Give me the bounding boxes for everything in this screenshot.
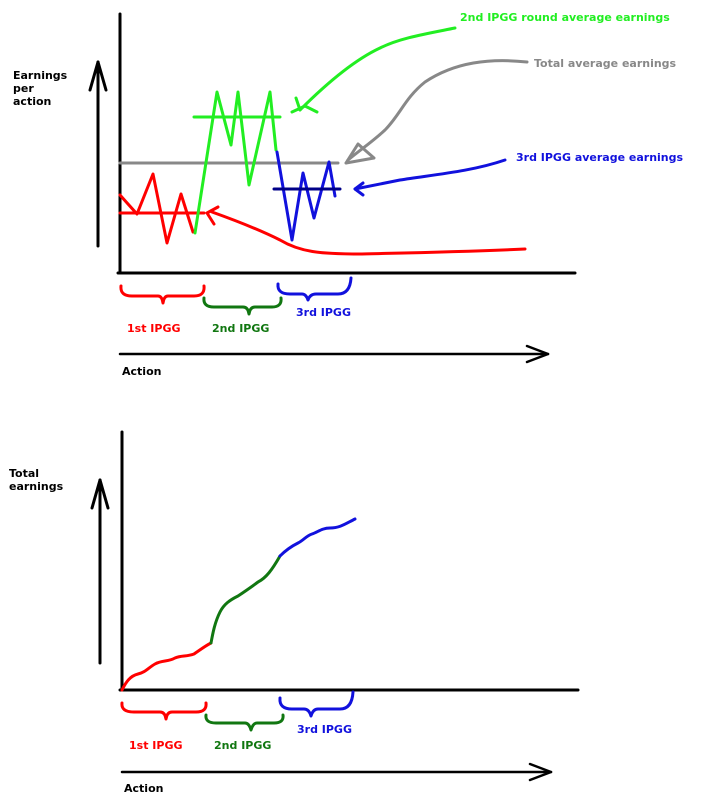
round2-average-annotation-arrow (290, 26, 457, 114)
bottom-x-axis-label: Action (124, 782, 164, 795)
bottom-phase3-label: 3rd IPGG (297, 723, 352, 736)
round3-earnings-line (275, 150, 337, 242)
bottom-phase2-label: 2nd IPGG (214, 739, 272, 752)
bottom-phase3-brace (278, 690, 355, 718)
top-y-axis-label-line: action (13, 95, 52, 108)
bottom-y-axis-label-line: earnings (9, 480, 64, 493)
phase3-brace (276, 276, 353, 302)
round2-average-annotation: 2nd IPGG round average earnings (460, 11, 670, 24)
top-y-axis-label: Earnings per action (13, 69, 83, 108)
round3-average-annotation-arrow (353, 158, 507, 197)
top-phase2-label: 2nd IPGG (212, 322, 270, 335)
bottom-x-arrow (120, 762, 553, 782)
top-diagram (88, 12, 577, 364)
cumulative-earnings-round3 (278, 517, 357, 558)
total-average-annotation-arrow (344, 59, 529, 165)
top-x-axis-label: Action (122, 365, 162, 378)
bottom-phase1-label: 1st IPGG (129, 739, 183, 752)
cumulative-earnings-round2 (209, 554, 282, 645)
total-average-annotation: Total average earnings (534, 57, 677, 70)
top-y-axis-label-line: per (13, 82, 34, 95)
top-x-arrow (118, 344, 550, 364)
round1-earnings-line (118, 172, 195, 245)
top-y-axis-label-line: Earnings (13, 69, 68, 82)
phase2-brace (202, 296, 283, 316)
round3-average-annotation: 3rd IPGG average earnings (516, 151, 684, 164)
cumulative-earnings-round1 (120, 641, 213, 692)
round1-average-annotation-arrow (205, 205, 527, 256)
top-phase1-label: 1st IPGG (127, 322, 181, 335)
bottom-phase2-brace (204, 713, 285, 732)
top-phase3-label: 3rd IPGG (296, 306, 351, 319)
bottom-y-axis-label: Total earnings (9, 467, 79, 493)
bottom-phase1-brace (120, 701, 208, 721)
bottom-y-arrow (90, 478, 110, 665)
phase1-brace (119, 284, 206, 305)
bottom-diagram (90, 430, 580, 782)
round2-earnings-line (193, 90, 278, 235)
bottom-y-axis-label-line: Total (9, 467, 40, 480)
top-y-arrow (88, 60, 108, 248)
